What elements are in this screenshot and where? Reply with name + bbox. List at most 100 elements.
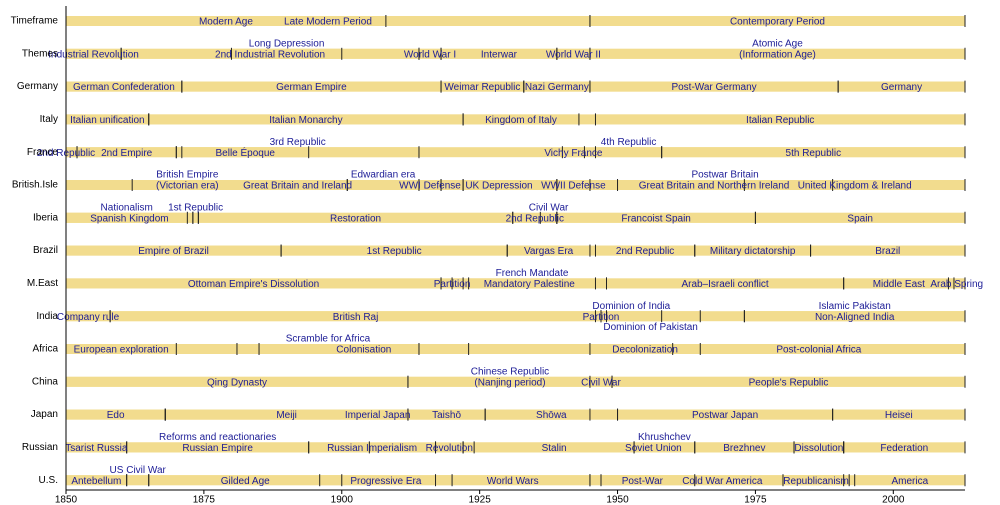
period bbox=[612, 376, 965, 387]
period-label: European exploration bbox=[74, 345, 169, 356]
period bbox=[600, 311, 701, 322]
period bbox=[810, 245, 965, 256]
period-label: Khrushchev bbox=[638, 432, 691, 443]
period-label: Middle East bbox=[873, 279, 925, 290]
period-label: Soviet Union bbox=[625, 443, 682, 454]
period-label: Dominion of India bbox=[592, 301, 670, 312]
period-label: Italian Republic bbox=[746, 115, 814, 126]
period bbox=[562, 147, 585, 158]
period-label: Nationalism bbox=[101, 202, 153, 213]
period bbox=[110, 311, 601, 322]
period-label: Post-colonial Africa bbox=[776, 345, 861, 356]
period bbox=[66, 475, 127, 486]
x-tick-label: 1900 bbox=[331, 495, 354, 505]
period bbox=[507, 245, 590, 256]
period bbox=[66, 278, 442, 289]
period bbox=[407, 376, 613, 387]
period-label: Restoration bbox=[330, 213, 381, 224]
period-label: French Mandate bbox=[496, 268, 569, 279]
period bbox=[66, 48, 122, 59]
period-label: Italian unification bbox=[70, 115, 145, 126]
period-label: 2nd Industrial Revolution bbox=[215, 49, 325, 60]
period bbox=[744, 180, 965, 190]
period-label: Dissolution bbox=[794, 443, 843, 454]
period-label: Late Modern Period bbox=[284, 17, 372, 28]
row-label: Themes bbox=[22, 48, 58, 59]
period bbox=[148, 475, 342, 486]
row-label: Japan bbox=[31, 409, 58, 420]
period-label: Italian Monarchy bbox=[269, 115, 342, 126]
period-label: Reforms and reactionaries bbox=[159, 432, 276, 443]
labels: Late Modern Period Modern Age Contemporary… bbox=[37, 17, 983, 487]
period-label: People's Republic bbox=[749, 377, 829, 388]
period-label: 5th Republic bbox=[786, 148, 842, 159]
period bbox=[948, 278, 965, 289]
period bbox=[192, 212, 199, 223]
period-label: Partition bbox=[434, 279, 471, 290]
period-label: United Kingdom & Ireland bbox=[798, 181, 912, 192]
period-label: Tsarist Russia bbox=[65, 443, 128, 454]
period bbox=[66, 245, 282, 256]
period bbox=[606, 278, 844, 289]
row-label: France bbox=[27, 147, 59, 158]
period bbox=[66, 81, 182, 92]
period bbox=[589, 376, 613, 387]
x-tick-label: 1925 bbox=[469, 495, 492, 505]
period bbox=[77, 147, 177, 158]
period-label: Arab Spring bbox=[930, 279, 983, 290]
period bbox=[66, 147, 78, 158]
period-label: Atomic Age bbox=[752, 38, 803, 49]
period-label: Decolonization bbox=[612, 345, 678, 356]
period bbox=[672, 344, 965, 354]
row-bar bbox=[66, 344, 965, 354]
period-label: German Empire bbox=[276, 82, 347, 93]
period bbox=[540, 212, 557, 223]
period bbox=[589, 81, 839, 92]
period bbox=[441, 48, 557, 59]
period-label: Qing Dynasty bbox=[207, 377, 267, 388]
period-label: Empire of Brazil bbox=[138, 246, 209, 257]
period bbox=[634, 442, 695, 453]
period bbox=[600, 475, 844, 486]
bars bbox=[66, 16, 965, 486]
period-label: Edo bbox=[107, 410, 125, 421]
period-label: Post-War Germany bbox=[671, 82, 756, 93]
period bbox=[319, 475, 453, 486]
period bbox=[148, 114, 464, 125]
period-label: Great Britain and Ireland bbox=[243, 181, 352, 192]
period-label: Republicanism bbox=[783, 476, 849, 487]
period-label: Dominion of Pakistan bbox=[603, 322, 698, 333]
row-label: Russian bbox=[22, 442, 58, 453]
period-label: Civil War bbox=[529, 202, 569, 213]
period-label: America bbox=[892, 476, 929, 487]
row-bar bbox=[66, 147, 965, 158]
period-label: Progressive Era bbox=[350, 476, 422, 487]
period-label: World War I bbox=[404, 49, 456, 60]
period-label: WWII Defense bbox=[541, 181, 606, 192]
x-tick-label: 2000 bbox=[882, 495, 905, 505]
period-label: Belle Époque bbox=[215, 146, 275, 159]
period bbox=[589, 16, 965, 26]
row-label: British.Isle bbox=[12, 180, 59, 191]
period bbox=[556, 212, 756, 223]
row-label: Italy bbox=[40, 114, 58, 125]
period-label: Federation bbox=[880, 443, 928, 454]
period bbox=[66, 114, 149, 125]
period bbox=[595, 114, 965, 125]
period bbox=[66, 344, 177, 354]
period-label: Military dictatorship bbox=[710, 246, 796, 257]
period-label: UK Depression bbox=[465, 181, 532, 192]
period bbox=[181, 81, 442, 92]
row-label: Africa bbox=[32, 344, 58, 355]
period-label: 3rd Republic bbox=[270, 137, 326, 148]
period bbox=[843, 442, 965, 453]
period-label: 2nd Empire bbox=[101, 148, 153, 159]
period bbox=[126, 475, 149, 486]
period-label: Chinese Republic bbox=[471, 366, 549, 377]
period bbox=[617, 180, 833, 190]
period-label: Islamic Pakistan bbox=[819, 301, 891, 312]
row-label: Iberia bbox=[33, 212, 58, 223]
row-label: M.East bbox=[27, 278, 58, 289]
period-label: British Raj bbox=[333, 312, 379, 323]
